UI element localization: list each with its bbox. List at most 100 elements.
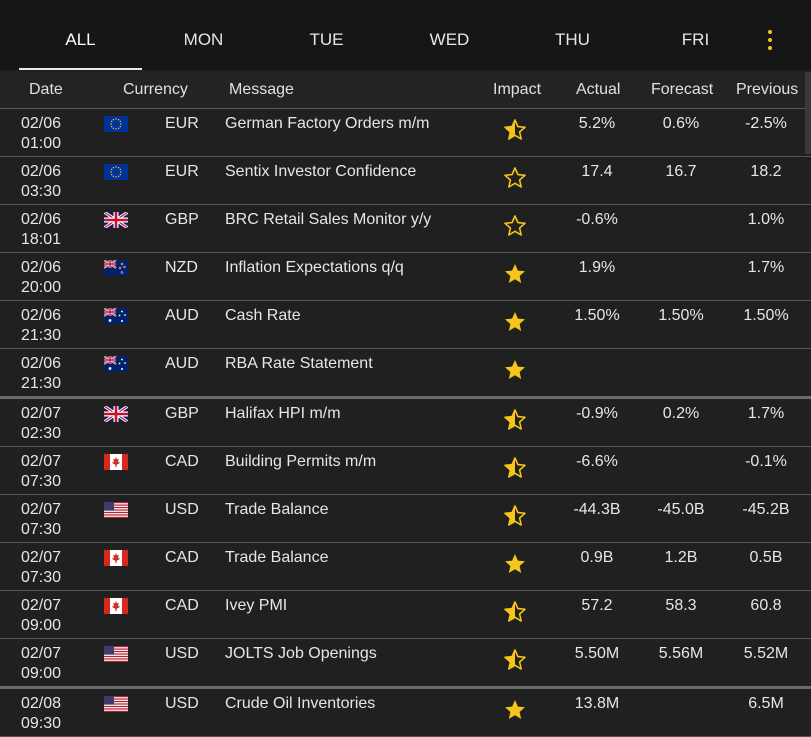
ca-flag-icon xyxy=(104,550,128,566)
table-row[interactable]: 02/07 07:30 USD Trade Balance -44.3B -45.0B -4… xyxy=(0,495,811,543)
event-time: 07:30 xyxy=(21,569,62,586)
table-row[interactable]: 02/06 21:30 AUD RBA Rate Statement xyxy=(0,349,811,399)
event-previous: -2.5% xyxy=(745,115,787,132)
events-table: 02/06 01:00 EUR German Factory Orders m/m 5.… xyxy=(0,109,811,737)
event-date: 02/06 xyxy=(21,115,62,132)
event-currency: AUD xyxy=(165,355,199,372)
table-row[interactable]: 02/06 01:00 EUR German Factory Orders m/m 5.… xyxy=(0,109,811,157)
event-time: 03:30 xyxy=(21,183,62,200)
event-actual: -44.3B xyxy=(573,501,621,518)
event-time: 20:00 xyxy=(21,279,62,296)
event-date: 02/06 xyxy=(21,211,62,228)
event-datetime: 02/07 07:30 xyxy=(21,548,61,588)
event-actual: 1.50% xyxy=(574,307,620,324)
impact-high-star-icon xyxy=(503,358,527,382)
event-actual: 0.9B xyxy=(580,549,614,566)
header-message: Message xyxy=(229,81,294,98)
event-date: 02/06 xyxy=(21,355,62,372)
event-currency: AUD xyxy=(165,307,199,324)
table-row[interactable]: 02/07 09:00 CAD Ivey PMI 57.2 58.3 60.8 xyxy=(0,591,811,639)
tab-tue[interactable]: TUE xyxy=(309,30,344,49)
us-flag-icon xyxy=(104,646,128,662)
event-previous: 60.8 xyxy=(750,597,782,614)
tab-thu[interactable]: THU xyxy=(555,30,590,49)
event-datetime: 02/06 21:30 xyxy=(21,306,61,346)
impact-high-star-icon xyxy=(503,698,527,722)
table-row[interactable]: 02/08 09:30 USD Crude Oil Inventories 13.8M 6… xyxy=(0,689,811,737)
table-row[interactable]: 02/07 09:00 USD JOLTS Job Openings 5.50M 5.56… xyxy=(0,639,811,689)
table-row[interactable]: 02/07 07:30 CAD Building Permits m/m -6.6% -0… xyxy=(0,447,811,495)
ca-flag-icon xyxy=(104,454,128,470)
impact-high-star-icon xyxy=(503,310,527,334)
table-header: Date Currency Message Impact Actual Fore… xyxy=(0,72,811,109)
table-row[interactable]: 02/06 18:01 GBP BRC Retail Sales Monitor y/… xyxy=(0,205,811,253)
header-forecast: Forecast xyxy=(651,81,714,98)
event-forecast: 5.56M xyxy=(658,645,704,662)
event-currency: USD xyxy=(165,645,199,662)
impact-medium-star-icon xyxy=(503,118,527,142)
au-flag-icon xyxy=(104,356,128,372)
header-impact: Impact xyxy=(493,81,542,98)
us-flag-icon xyxy=(104,696,128,712)
event-datetime: 02/06 21:30 xyxy=(21,354,61,394)
event-datetime: 02/08 09:30 xyxy=(21,694,61,734)
event-actual: 17.4 xyxy=(581,163,613,180)
impact-medium-star-icon xyxy=(503,408,527,432)
event-forecast: 0.6% xyxy=(662,115,700,132)
event-forecast: -45.0B xyxy=(657,501,705,518)
tab-fri[interactable]: FRI xyxy=(681,30,710,49)
event-previous: -0.1% xyxy=(745,453,787,470)
event-actual: -0.6% xyxy=(576,211,618,228)
tab-wed[interactable]: WED xyxy=(429,30,470,49)
table-row[interactable]: 02/06 21:30 AUD Cash Rate 1.50% 1.50% 1.50% xyxy=(0,301,811,349)
event-time: 21:30 xyxy=(21,375,62,392)
event-currency: GBP xyxy=(165,211,199,228)
event-date: 02/08 xyxy=(21,695,62,712)
scrollbar[interactable] xyxy=(805,72,811,154)
day-tabs: ALL MON TUE WED THU FRI xyxy=(0,0,811,70)
event-datetime: 02/07 09:00 xyxy=(21,596,61,636)
header-currency: Currency xyxy=(123,81,188,98)
header-previous: Previous xyxy=(736,81,799,98)
event-time: 18:01 xyxy=(21,231,62,248)
event-time: 07:30 xyxy=(21,521,62,538)
event-forecast: 0.2% xyxy=(662,405,700,422)
event-actual: 57.2 xyxy=(581,597,613,614)
impact-high-star-icon xyxy=(503,262,527,286)
event-datetime: 02/06 03:30 xyxy=(21,162,61,202)
table-row[interactable]: 02/07 02:30 GBP Halifax HPI m/m -0.9% 0.2% 1.7… xyxy=(0,399,811,447)
event-previous: 1.7% xyxy=(747,405,785,422)
table-row[interactable]: 02/06 03:30 EUR Sentix Investor Confidence 1… xyxy=(0,157,811,205)
impact-low-star-icon xyxy=(503,166,527,190)
event-datetime: 02/06 01:00 xyxy=(21,114,61,154)
event-currency: USD xyxy=(165,501,199,518)
event-previous: 1.7% xyxy=(747,259,785,276)
uk-flag-icon xyxy=(104,406,128,422)
event-actual: 5.50M xyxy=(574,645,620,662)
event-message: Sentix Investor Confidence xyxy=(225,163,417,180)
kebab-menu-icon[interactable] xyxy=(760,28,780,52)
table-row[interactable]: 02/07 07:30 CAD Trade Balance 0.9B 1.2B 0.5B xyxy=(0,543,811,591)
eu-flag-icon xyxy=(104,116,128,132)
event-message: Cash Rate xyxy=(225,307,301,324)
table-row[interactable]: 02/06 20:00 NZD Inflation Expectations q/q 1… xyxy=(0,253,811,301)
event-time: 09:00 xyxy=(21,665,62,682)
event-forecast: 1.50% xyxy=(658,307,704,324)
event-time: 21:30 xyxy=(21,327,62,344)
event-currency: NZD xyxy=(165,259,198,276)
header-date: Date xyxy=(29,81,63,98)
event-message: RBA Rate Statement xyxy=(225,355,373,372)
event-currency: CAD xyxy=(165,453,199,470)
event-message: Building Permits m/m xyxy=(225,453,377,470)
header-actual: Actual xyxy=(576,81,621,98)
event-message: JOLTS Job Openings xyxy=(225,645,377,662)
tab-mon[interactable]: MON xyxy=(183,30,224,49)
event-date: 02/07 xyxy=(21,549,62,566)
uk-flag-icon xyxy=(104,212,128,228)
tab-all[interactable]: ALL xyxy=(19,0,142,70)
impact-medium-star-icon xyxy=(503,456,527,480)
event-date: 02/07 xyxy=(21,501,62,518)
event-previous: -45.2B xyxy=(742,501,790,518)
event-date: 02/07 xyxy=(21,645,62,662)
event-previous: 18.2 xyxy=(750,163,782,180)
